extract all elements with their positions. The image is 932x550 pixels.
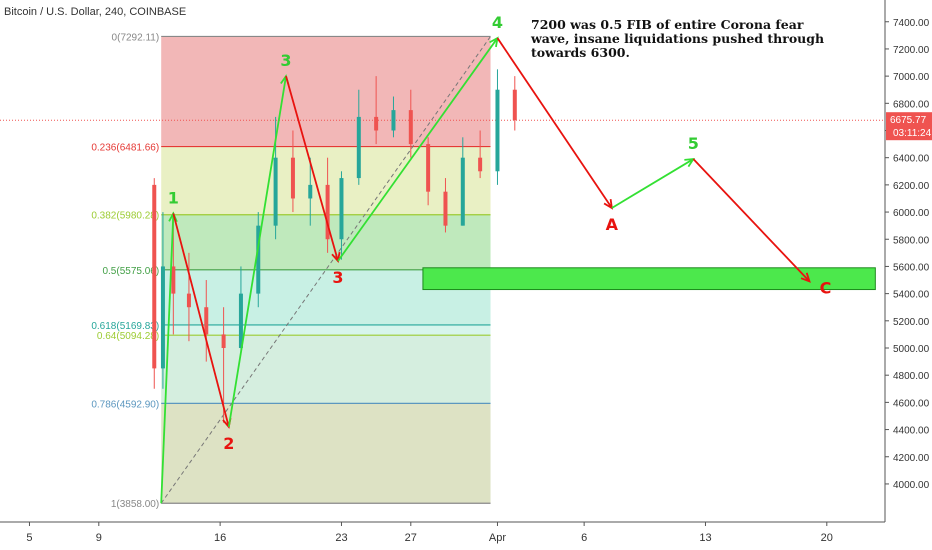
candle-body (221, 334, 226, 348)
candle-body (460, 157, 465, 226)
time-tick-label: Apr (489, 532, 506, 544)
price-tick-label: 5200.00 (893, 317, 930, 328)
time-tick-label: 23 (335, 532, 347, 544)
wave-segment (160, 213, 175, 504)
fib-zone-0 (161, 36, 491, 147)
candle-body (186, 293, 191, 308)
time-tick-label: 16 (214, 532, 226, 544)
fib-level-label-0.5: 0.5(5575.06) (102, 266, 159, 277)
candle-body (512, 89, 517, 121)
price-tick-label: 4200.00 (893, 453, 930, 464)
candle-body (374, 116, 379, 131)
price-tick-label: 5000.00 (893, 344, 930, 355)
price-tick-label: 5600.00 (893, 262, 930, 273)
candle-body (495, 89, 500, 172)
price-tick-label: 5400.00 (893, 290, 930, 301)
candle-body (160, 266, 165, 369)
fib-trend-line (160, 36, 491, 504)
price-tick-label: 6000.00 (893, 208, 930, 219)
candle-body (256, 225, 261, 294)
price-tick-label: 4000.00 (893, 480, 930, 491)
candle-body (426, 144, 431, 192)
price-tick-label: 5800.00 (893, 235, 930, 246)
fib-level-label-0.236: 0.236(6481.66) (91, 143, 159, 154)
time-tick-label: 20 (821, 532, 833, 544)
price-tick-label: 7400.00 (893, 18, 930, 29)
fib-level-label-0.618: 0.618(5169.83) (91, 321, 159, 332)
wave-label-1: 1 (168, 188, 179, 207)
time-tick-label: 5 (26, 532, 32, 544)
wave-segment (496, 37, 613, 209)
fib-level-label-0: 0(7292.11) (112, 32, 160, 43)
price-badge (886, 112, 932, 141)
price-tick-label: 6200.00 (893, 181, 930, 192)
candle-body (391, 110, 396, 131)
wave-arrowhead (800, 272, 811, 283)
fib-zone-0.618 (161, 324, 491, 336)
candle-body (152, 184, 157, 369)
wave-label-2: 2 (223, 434, 234, 453)
price-tick-label: 4600.00 (893, 398, 930, 409)
wave-segment (285, 75, 339, 262)
fib-level-label-0.786: 0.786(4592.90) (91, 399, 159, 410)
target-zone (422, 267, 876, 291)
wave-segment (337, 37, 499, 262)
wave-label-5: 5 (688, 134, 699, 153)
time-axis-bg (0, 522, 932, 550)
price-tick-label: 4400.00 (893, 426, 930, 437)
wave-label-4: 4 (492, 13, 503, 32)
candle-body (478, 157, 483, 172)
time-tick-label: 6 (581, 532, 587, 544)
candle-body (443, 191, 448, 226)
wave-segment (611, 158, 694, 209)
candle-body (171, 266, 176, 294)
candle-body (290, 157, 295, 199)
price-tick-label: 4800.00 (893, 371, 930, 382)
time-tick-label: 27 (405, 532, 417, 544)
fib-zone-0.64 (161, 335, 491, 404)
candle-body (339, 178, 344, 240)
wave-label-3: 3 (280, 51, 291, 70)
annotation-text: 7200 was 0.5 FIB of entire Corona fear w… (531, 17, 825, 60)
price-tick-label: 6400.00 (893, 154, 930, 165)
wave-label-3: 3 (332, 268, 343, 287)
wave-segment (692, 158, 811, 283)
time-tick-label: 9 (96, 532, 102, 544)
time-tick-label: 13 (699, 532, 711, 544)
candle-body (273, 157, 278, 226)
fib-zone-0.786 (161, 403, 491, 504)
candle-body (238, 293, 243, 348)
wave-label-C: C (820, 278, 832, 297)
price-axis-bg (885, 0, 932, 550)
price-tick-label: 7200.00 (893, 45, 930, 56)
candle-body (204, 307, 209, 335)
symbol-title: Bitcoin / U.S. Dollar, 240, COINBASE (4, 6, 187, 18)
wave-segment (172, 213, 230, 428)
candle-body (325, 184, 330, 240)
bar-countdown: 03:11:24 (893, 128, 932, 139)
candle-body (308, 184, 313, 199)
fib-level-label-0.382: 0.382(5980.28) (91, 211, 159, 222)
fib-level-label-0.64: 0.64(5094.28) (97, 331, 159, 342)
candle-body (408, 110, 413, 145)
candle-body (356, 116, 361, 179)
wave-label-A: A (606, 215, 619, 234)
wave-segment (227, 75, 287, 427)
price-tick-label: 6800.00 (893, 99, 930, 110)
fib-level-label-1: 1(3858.00) (111, 499, 159, 510)
price-tick-label: 7000.00 (893, 72, 930, 83)
current-price-value: 6675.77 (890, 115, 927, 126)
